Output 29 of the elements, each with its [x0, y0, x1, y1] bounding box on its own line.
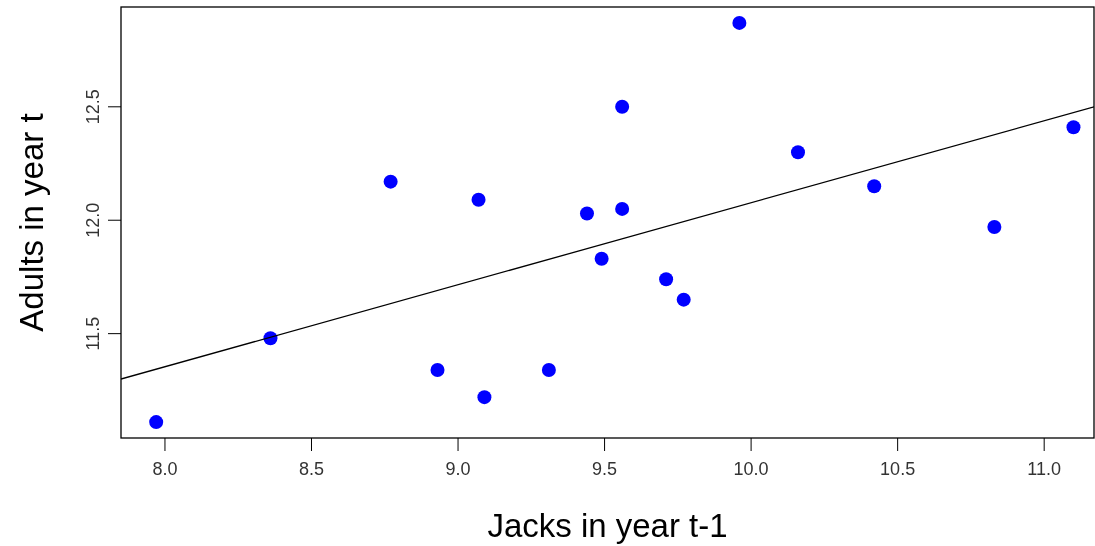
point [149, 415, 164, 430]
point [383, 174, 398, 189]
x-tick-label: 8.5 [298, 459, 325, 479]
x-tick-label: 8.0 [152, 459, 178, 479]
x-tick-label: 10.5 [880, 459, 916, 479]
point [659, 272, 674, 287]
y-tick-label: 12.0 [83, 202, 103, 238]
point [1066, 120, 1081, 135]
x-tick-label: 9.5 [592, 459, 618, 479]
point [987, 220, 1002, 235]
y-axis-title: Adults in year t [13, 113, 50, 332]
point [579, 206, 594, 221]
point [676, 292, 691, 307]
x-axis-title: Jacks in year t-1 [487, 507, 728, 544]
point [615, 99, 630, 114]
point [594, 251, 609, 266]
x-tick-label: 11.0 [1027, 459, 1062, 479]
point [791, 145, 805, 160]
point [477, 390, 492, 405]
y-tick-label: 12.5 [83, 89, 103, 125]
point [732, 15, 747, 30]
point [867, 179, 882, 194]
x-tick-label: 10.0 [733, 459, 769, 479]
point [541, 362, 556, 377]
point [430, 362, 445, 377]
point [615, 201, 630, 216]
point [471, 192, 486, 207]
y-tick-label: 11.5 [83, 316, 103, 351]
x-tick-label: 9.0 [445, 459, 471, 479]
